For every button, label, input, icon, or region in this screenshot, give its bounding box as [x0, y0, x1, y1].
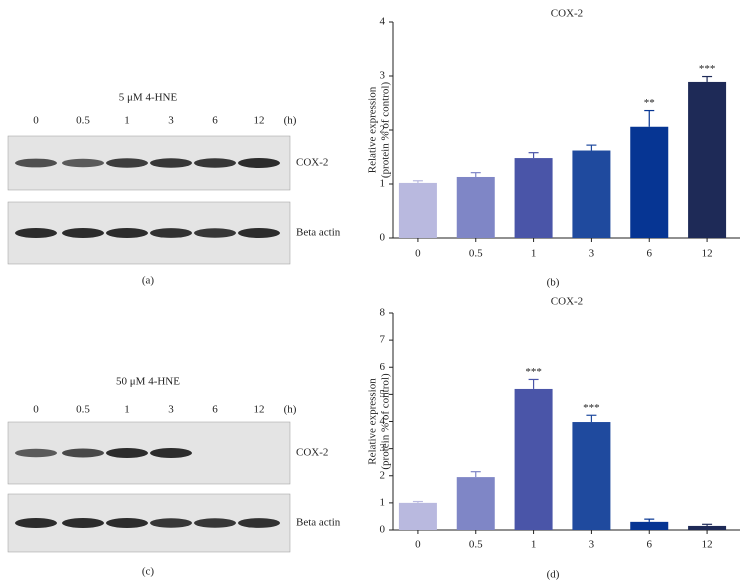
panel-caption: (a)	[142, 275, 155, 287]
x-tick-label: 0	[415, 248, 421, 260]
bar	[514, 388, 553, 530]
lane-label: 0	[33, 115, 39, 127]
x-tick-label: 6	[647, 248, 653, 260]
x-tick-label: 3	[589, 539, 595, 551]
x-tick-label: 12	[702, 539, 713, 551]
y-tick-label: 3	[380, 70, 386, 82]
bar	[688, 81, 727, 238]
y-tick-label: 3	[380, 442, 386, 454]
x-tick-label: 3	[589, 248, 595, 260]
bar	[572, 150, 611, 238]
lane-label: 3	[168, 115, 174, 127]
y-tick-label: 0	[380, 232, 386, 244]
lane-label: 0.5	[76, 404, 90, 416]
blot-band	[62, 448, 104, 458]
bar	[630, 126, 669, 238]
band-label: Beta actin	[296, 517, 341, 529]
y-axis-label: (protein % of control)	[380, 82, 392, 179]
y-axis-label: Relative expression	[367, 86, 379, 173]
chart-title: COX-2	[551, 8, 583, 20]
lane-label: 1	[124, 404, 130, 416]
panel-caption: (d)	[547, 569, 560, 581]
y-tick-label: 0	[380, 524, 386, 536]
bar	[688, 525, 727, 530]
x-tick-label: 12	[702, 248, 713, 260]
blot-band	[150, 448, 192, 458]
blot-band	[106, 158, 148, 168]
time-unit: (h)	[284, 404, 297, 416]
y-axis-label: (protein % of control)	[380, 373, 392, 470]
bar	[398, 182, 437, 238]
bar	[456, 176, 495, 238]
bar	[572, 422, 611, 530]
blot-band	[106, 228, 148, 238]
blot-title: 5 μM 4-HNE	[119, 92, 178, 104]
band-label: COX-2	[296, 157, 328, 169]
y-tick-label: 4	[380, 16, 386, 28]
band-label: COX-2	[296, 447, 328, 459]
lane-label: 1	[124, 115, 130, 127]
lane-label: 12	[254, 404, 265, 416]
panel-caption: (b)	[547, 277, 560, 289]
x-tick-label: 0.5	[469, 539, 483, 551]
y-tick-label: 1	[380, 496, 386, 508]
bar	[630, 521, 669, 530]
y-tick-label: 5	[380, 388, 386, 400]
blot-band	[194, 518, 236, 528]
significance-label: ***	[525, 366, 542, 378]
x-tick-label: 1	[531, 539, 537, 551]
blot-band	[238, 228, 280, 238]
significance-label: ***	[699, 63, 716, 75]
lane-label: 3	[168, 404, 174, 416]
blot-band	[238, 518, 280, 528]
lane-label: 0.5	[76, 115, 90, 127]
time-unit: (h)	[284, 115, 297, 127]
chart-title: COX-2	[551, 296, 583, 308]
blot-band	[150, 158, 192, 168]
significance-label: **	[644, 97, 655, 109]
y-tick-label: 2	[380, 124, 386, 136]
bar	[456, 477, 495, 530]
y-tick-label: 2	[380, 469, 386, 481]
y-axis-label: Relative expression	[367, 378, 379, 465]
lane-label: 12	[254, 115, 265, 127]
y-tick-label: 6	[380, 361, 386, 373]
blot-band	[15, 518, 57, 528]
y-tick-label: 7	[380, 334, 386, 346]
blot-band	[194, 158, 236, 168]
y-tick-label: 1	[380, 178, 386, 190]
blot-band	[62, 228, 104, 238]
band-label: Beta actin	[296, 227, 341, 239]
blot-band	[150, 228, 192, 238]
blot-band	[15, 158, 57, 168]
y-tick-label: 4	[380, 415, 386, 427]
blot-band	[15, 228, 57, 238]
blot-band	[150, 518, 192, 528]
blot-band	[106, 448, 148, 458]
blot-band	[238, 158, 280, 168]
panel-caption: (c)	[142, 566, 155, 578]
significance-label: ***	[583, 402, 600, 414]
blot-band	[194, 228, 236, 238]
x-tick-label: 1	[531, 248, 537, 260]
bar	[514, 158, 553, 238]
x-tick-label: 0	[415, 539, 421, 551]
blot-band	[62, 518, 104, 528]
x-tick-label: 6	[647, 539, 653, 551]
blot-band	[15, 448, 57, 458]
y-tick-label: 8	[380, 307, 386, 319]
blot-band	[62, 158, 104, 168]
lane-label: 6	[212, 115, 218, 127]
blot-band	[106, 518, 148, 528]
bar	[398, 502, 437, 530]
x-tick-label: 0.5	[469, 248, 483, 260]
blot-title: 50 μM 4-HNE	[116, 376, 180, 388]
lane-label: 6	[212, 404, 218, 416]
lane-label: 0	[33, 404, 39, 416]
